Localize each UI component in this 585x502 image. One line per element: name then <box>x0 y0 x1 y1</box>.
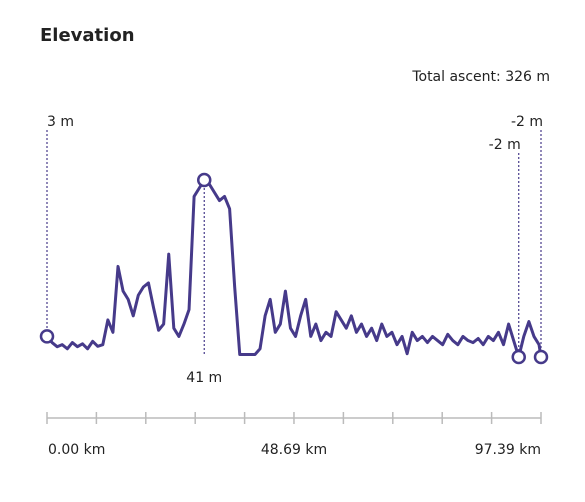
elevation-line <box>45 178 543 359</box>
x-tick-label: 0.00 km <box>48 442 105 458</box>
marker-label: 41 m <box>186 370 222 386</box>
marker <box>533 349 549 365</box>
marker <box>39 329 55 344</box>
marker <box>196 172 212 188</box>
marker-label: 3 m <box>47 114 74 130</box>
x-tick-label: 97.39 km <box>475 442 541 458</box>
total-ascent: Total ascent: 326 m <box>411 69 550 85</box>
chart-title: Elevation <box>40 25 135 46</box>
marker-label: -2 m <box>511 114 543 130</box>
marker <box>511 349 526 365</box>
x-tick-label: 48.69 km <box>261 442 327 458</box>
marker-label: -2 m <box>489 137 521 153</box>
